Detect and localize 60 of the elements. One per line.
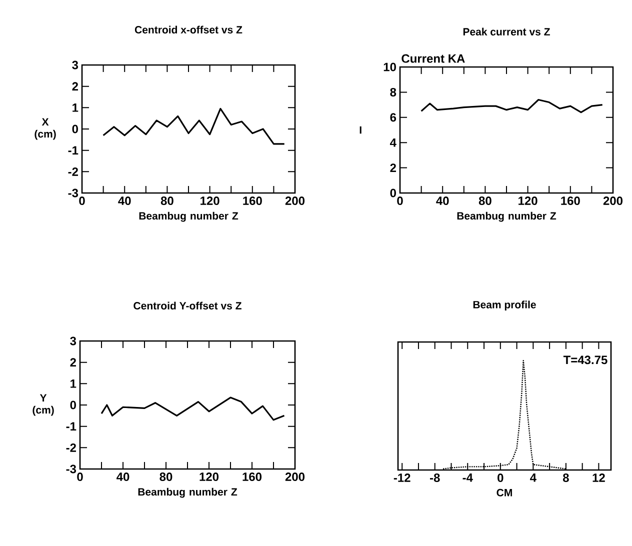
x-tick-label: 200	[603, 196, 623, 206]
chart-title: Centroid Y-offset vs Z	[134, 302, 242, 310]
y-axis-title: Y (cm)	[32, 394, 54, 416]
x-tick-label: 40	[436, 196, 449, 206]
y-tick-label: -1	[66, 422, 76, 430]
x-tick-label: 160	[561, 196, 580, 206]
y-tick-label: -1	[68, 146, 78, 154]
x-tick-label: 160	[243, 196, 262, 206]
x-tick-label: -8	[430, 474, 440, 482]
x-axis-title: Beambug number Z	[139, 212, 238, 222]
x-tick-label: 40	[116, 472, 130, 482]
x-tick-label: 120	[518, 196, 538, 206]
x-axis-title: CM	[496, 488, 512, 496]
x-tick-label: 120	[200, 472, 219, 482]
y-tick-label: 0	[390, 188, 396, 198]
x-tick-label: 40	[118, 196, 131, 206]
x-tick-label: 80	[160, 472, 172, 482]
x-tick-label: -4	[462, 474, 473, 482]
chart-title: Beam profile	[473, 300, 536, 310]
y-tick-label: 8	[390, 88, 396, 96]
line-series	[102, 108, 286, 145]
x-tick-label: 200	[285, 196, 305, 206]
y-tick-label: 3	[70, 336, 76, 346]
y-tick-label: 1	[70, 380, 76, 388]
x-tick-label: 0	[79, 196, 85, 206]
chart-title: Peak current vs Z	[463, 28, 550, 36]
x-axis-title: Beambug number Z	[457, 212, 556, 222]
y-tick-label: 1	[72, 104, 78, 112]
x-tick-label: 160	[242, 472, 262, 482]
line-series	[420, 98, 604, 114]
y-tick-label: -2	[68, 167, 78, 176]
y-tick-label: 10	[384, 62, 396, 72]
y-tick-label: 3	[72, 60, 78, 70]
x-tick-label: 120	[200, 196, 220, 206]
y-tick-label: 2	[72, 82, 78, 91]
x-tick-label: 12	[592, 474, 605, 482]
x-tick-label: 200	[285, 472, 305, 482]
y-tick-label: 4	[390, 138, 396, 147]
x-tick-label: 80	[160, 196, 174, 206]
x-tick-label: -12	[394, 474, 410, 482]
y-tick-label: -3	[66, 464, 76, 474]
y-tick-label: 6	[390, 113, 396, 122]
y-tick-label: -3	[68, 188, 78, 198]
x-tick-label: 0	[397, 196, 403, 206]
y-tick-label: 0	[70, 400, 76, 410]
x-tick-label: 80	[478, 196, 492, 206]
y-axis-title: I	[360, 126, 362, 134]
chart-title: Centroid x-offset vs Z	[134, 26, 242, 34]
text: Current KA	[402, 54, 465, 63]
y-tick-label: -2	[66, 443, 76, 452]
annotation: T=43.75	[563, 356, 608, 364]
x-tick-label: 4	[530, 474, 536, 482]
line-series	[100, 396, 286, 421]
y-tick-label: 2	[70, 358, 76, 367]
x-tick-label: 0	[498, 474, 504, 482]
y-axis-title: X (cm)	[34, 118, 56, 140]
y-tick-label: 2	[390, 164, 396, 172]
x-axis-title: Beambug number Z	[138, 488, 238, 498]
x-tick-label: 8	[562, 474, 569, 482]
y-tick-label: 0	[72, 124, 78, 134]
